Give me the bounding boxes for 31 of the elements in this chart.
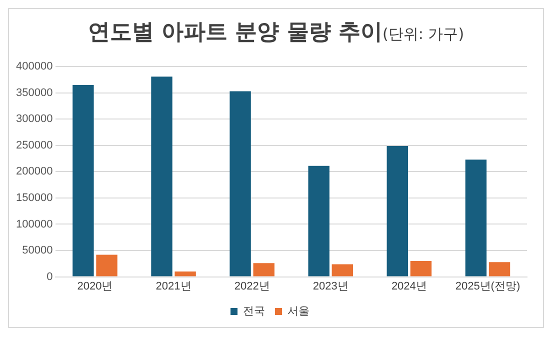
y-tick-label: 50000 xyxy=(22,244,53,257)
chart-title: 연도별 아파트 분양 물량 추이 xyxy=(88,20,383,45)
bar xyxy=(72,84,94,276)
bar xyxy=(96,254,118,276)
x-tick-label: 2022년 xyxy=(234,280,270,292)
y-tick-label: 250000 xyxy=(16,139,53,152)
chart-subtitle: (단위: 가구) xyxy=(382,25,464,43)
y-tick-label: 100000 xyxy=(16,218,53,230)
bar xyxy=(253,263,274,276)
bar xyxy=(308,166,330,276)
y-tick-label: 200000 xyxy=(16,166,53,178)
y-tick-label: 0 xyxy=(46,270,53,283)
bar xyxy=(488,262,510,276)
y-tick-label: 400000 xyxy=(16,60,53,73)
legend-label: 전국 xyxy=(243,306,265,318)
legend-label: 서울 xyxy=(288,306,310,318)
y-tick-label: 350000 xyxy=(16,86,53,99)
bar xyxy=(410,261,432,276)
y-tick-label: 300000 xyxy=(16,113,53,126)
bar xyxy=(151,76,172,276)
bar xyxy=(465,160,487,276)
x-tick-label: 2021년 xyxy=(156,280,192,292)
bar xyxy=(332,264,354,276)
x-tick-label: 2025년(전망) xyxy=(455,280,520,292)
bar xyxy=(386,146,408,276)
x-tick-label: 2024년 xyxy=(391,280,427,292)
bar xyxy=(174,272,196,276)
x-tick-label: 2023년 xyxy=(312,280,348,292)
x-tick-label: 2020년 xyxy=(77,280,113,292)
y-tick-label: 150000 xyxy=(16,192,53,204)
bar xyxy=(230,91,251,276)
